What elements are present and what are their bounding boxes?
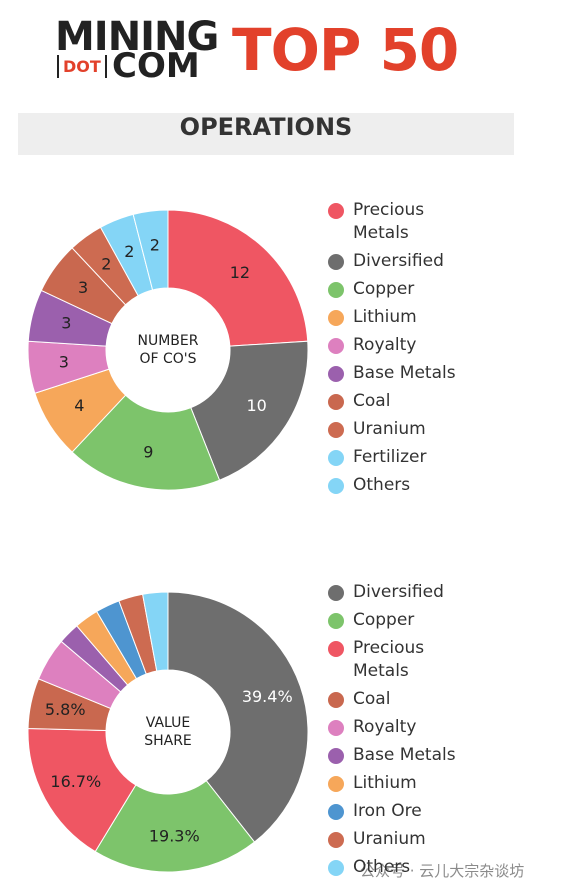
legend-label: Others [353, 475, 411, 495]
legend-swatch [328, 832, 344, 848]
value-label: 5.8% [45, 700, 86, 719]
slice [71, 394, 221, 491]
legend-swatch [328, 366, 344, 382]
section-title: OPERATIONS [18, 113, 514, 155]
legend-label: Base Metals [353, 363, 456, 383]
center-label: VALUE SHARE [144, 715, 192, 749]
legend-label: Diversified [353, 582, 444, 602]
legend-label: Uranium [353, 419, 426, 439]
value-label: 39.4% [242, 687, 293, 706]
legend-item: Others [328, 474, 488, 497]
legend-swatch [328, 338, 344, 354]
legend-label: Copper [353, 610, 415, 630]
watermark: 公众号 · 云儿大宗杂谈坊 [360, 862, 525, 880]
legend: Diversified Copper Precious Metals Coal Roya… [328, 581, 488, 884]
legend-item: Copper [328, 609, 488, 632]
value-label: 9 [143, 443, 153, 462]
legend-item: Diversified [328, 250, 488, 273]
legend-swatch [328, 613, 344, 629]
legend-swatch [328, 422, 344, 438]
legend-swatch [328, 310, 344, 326]
legend-swatch [328, 860, 344, 876]
legend-item: Fertilizer [328, 446, 488, 469]
value-label: 12 [230, 263, 250, 282]
value-label: 16.7% [50, 772, 101, 791]
center-label: NUMBER OF CO'S [137, 333, 199, 367]
legend-item: Diversified [328, 581, 488, 604]
value-label: 2 [150, 235, 160, 254]
legend-item: Precious Metals [328, 199, 488, 245]
legend-item: Lithium [328, 772, 488, 795]
legend: Precious Metals Diversified Copper Lithium R… [328, 199, 488, 502]
legend-swatch [328, 641, 344, 657]
slice [167, 209, 309, 347]
legend-swatch [328, 804, 344, 820]
legend-item: Others [328, 856, 488, 879]
legend-swatch [328, 692, 344, 708]
legend-swatch [328, 254, 344, 270]
legend-label: Royalty [353, 335, 417, 355]
value-label: 3 [61, 313, 71, 332]
legend-swatch [328, 478, 344, 494]
legend-label: Uranium [353, 829, 426, 849]
brand-dot: DOT [57, 55, 107, 78]
slice [132, 209, 169, 291]
brand-com: COM [112, 46, 200, 86]
legend-item: Copper [328, 278, 488, 301]
legend-swatch [328, 394, 344, 410]
slice [167, 591, 309, 843]
legend-label: Iron Ore [353, 801, 422, 821]
slice [190, 340, 309, 481]
legend-item: Uranium [328, 418, 488, 441]
legend-item: Royalty [328, 334, 488, 357]
slice [94, 780, 256, 873]
value-label: 3 [78, 278, 88, 297]
legend-item: Royalty [328, 716, 488, 739]
legend-item: Base Metals [328, 744, 488, 767]
brand-mining: MINING [55, 14, 219, 60]
slice [27, 727, 137, 853]
value-label: 4 [74, 396, 84, 415]
value-label: 2 [124, 242, 134, 261]
legend-label: Coal [353, 689, 391, 709]
legend-label: Base Metals [353, 745, 456, 765]
legend-label: Precious Metals [353, 200, 425, 243]
legend-item: Base Metals [328, 362, 488, 385]
legend-item: Precious Metals [328, 637, 488, 683]
value-label: 3 [59, 353, 69, 372]
legend-item: Uranium [328, 828, 488, 851]
legend-swatch [328, 585, 344, 601]
legend-label: Diversified [353, 251, 444, 271]
legend-swatch [328, 450, 344, 466]
legend-label: Lithium [353, 307, 417, 327]
value-label: 2 [101, 255, 111, 274]
legend-swatch [328, 748, 344, 764]
legend-label: Coal [353, 391, 391, 411]
legend-swatch [328, 720, 344, 736]
legend-label: Royalty [353, 717, 417, 737]
legend-label: Precious Metals [353, 638, 425, 681]
title: TOP 50 [232, 16, 459, 84]
legend-swatch [328, 282, 344, 298]
legend-label: Lithium [353, 773, 417, 793]
value-label: 19.3% [149, 826, 200, 845]
legend-item: Coal [328, 390, 488, 413]
legend-swatch [328, 776, 344, 792]
slice [142, 591, 169, 672]
legend-item: Lithium [328, 306, 488, 329]
value-label: 10 [246, 396, 266, 415]
legend-item: Coal [328, 688, 488, 711]
legend-label: Copper [353, 279, 415, 299]
legend-swatch [328, 203, 344, 219]
legend-item: Iron Ore [328, 800, 488, 823]
legend-label: Fertilizer [353, 447, 427, 467]
legend-label: Others [353, 857, 411, 877]
